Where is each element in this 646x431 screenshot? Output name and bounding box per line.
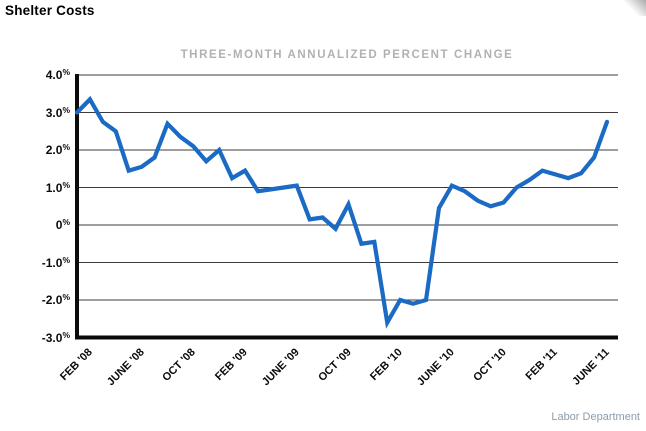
percent-sign: % — [62, 142, 70, 152]
y-tick-label: 3.0% — [45, 104, 70, 120]
percent-sign: % — [62, 254, 70, 265]
corner-artifact — [620, 0, 646, 16]
percent-sign: % — [62, 67, 70, 77]
y-tick-label: 1.0% — [45, 179, 70, 195]
y-tick-label: 4.0% — [45, 67, 70, 82]
page-title: Shelter Costs — [5, 3, 95, 18]
percent-sign: % — [62, 329, 70, 340]
source-label: Labor Department — [551, 411, 640, 423]
percent-sign: % — [62, 217, 70, 227]
y-tick-label: -1.0% — [41, 254, 70, 270]
y-tick-label: -2.0% — [41, 292, 70, 307]
y-tick-label: 2.0% — [45, 142, 70, 157]
percent-sign: % — [62, 179, 70, 190]
data-line — [74, 95, 610, 329]
percent-sign: % — [62, 104, 70, 115]
y-tick-label: 0% — [55, 217, 70, 232]
chart-title: THREE-MONTH ANNUALIZED PERCENT CHANGE — [180, 49, 514, 61]
percent-sign: % — [62, 292, 70, 302]
y-tick-label: -3.0% — [41, 329, 70, 345]
